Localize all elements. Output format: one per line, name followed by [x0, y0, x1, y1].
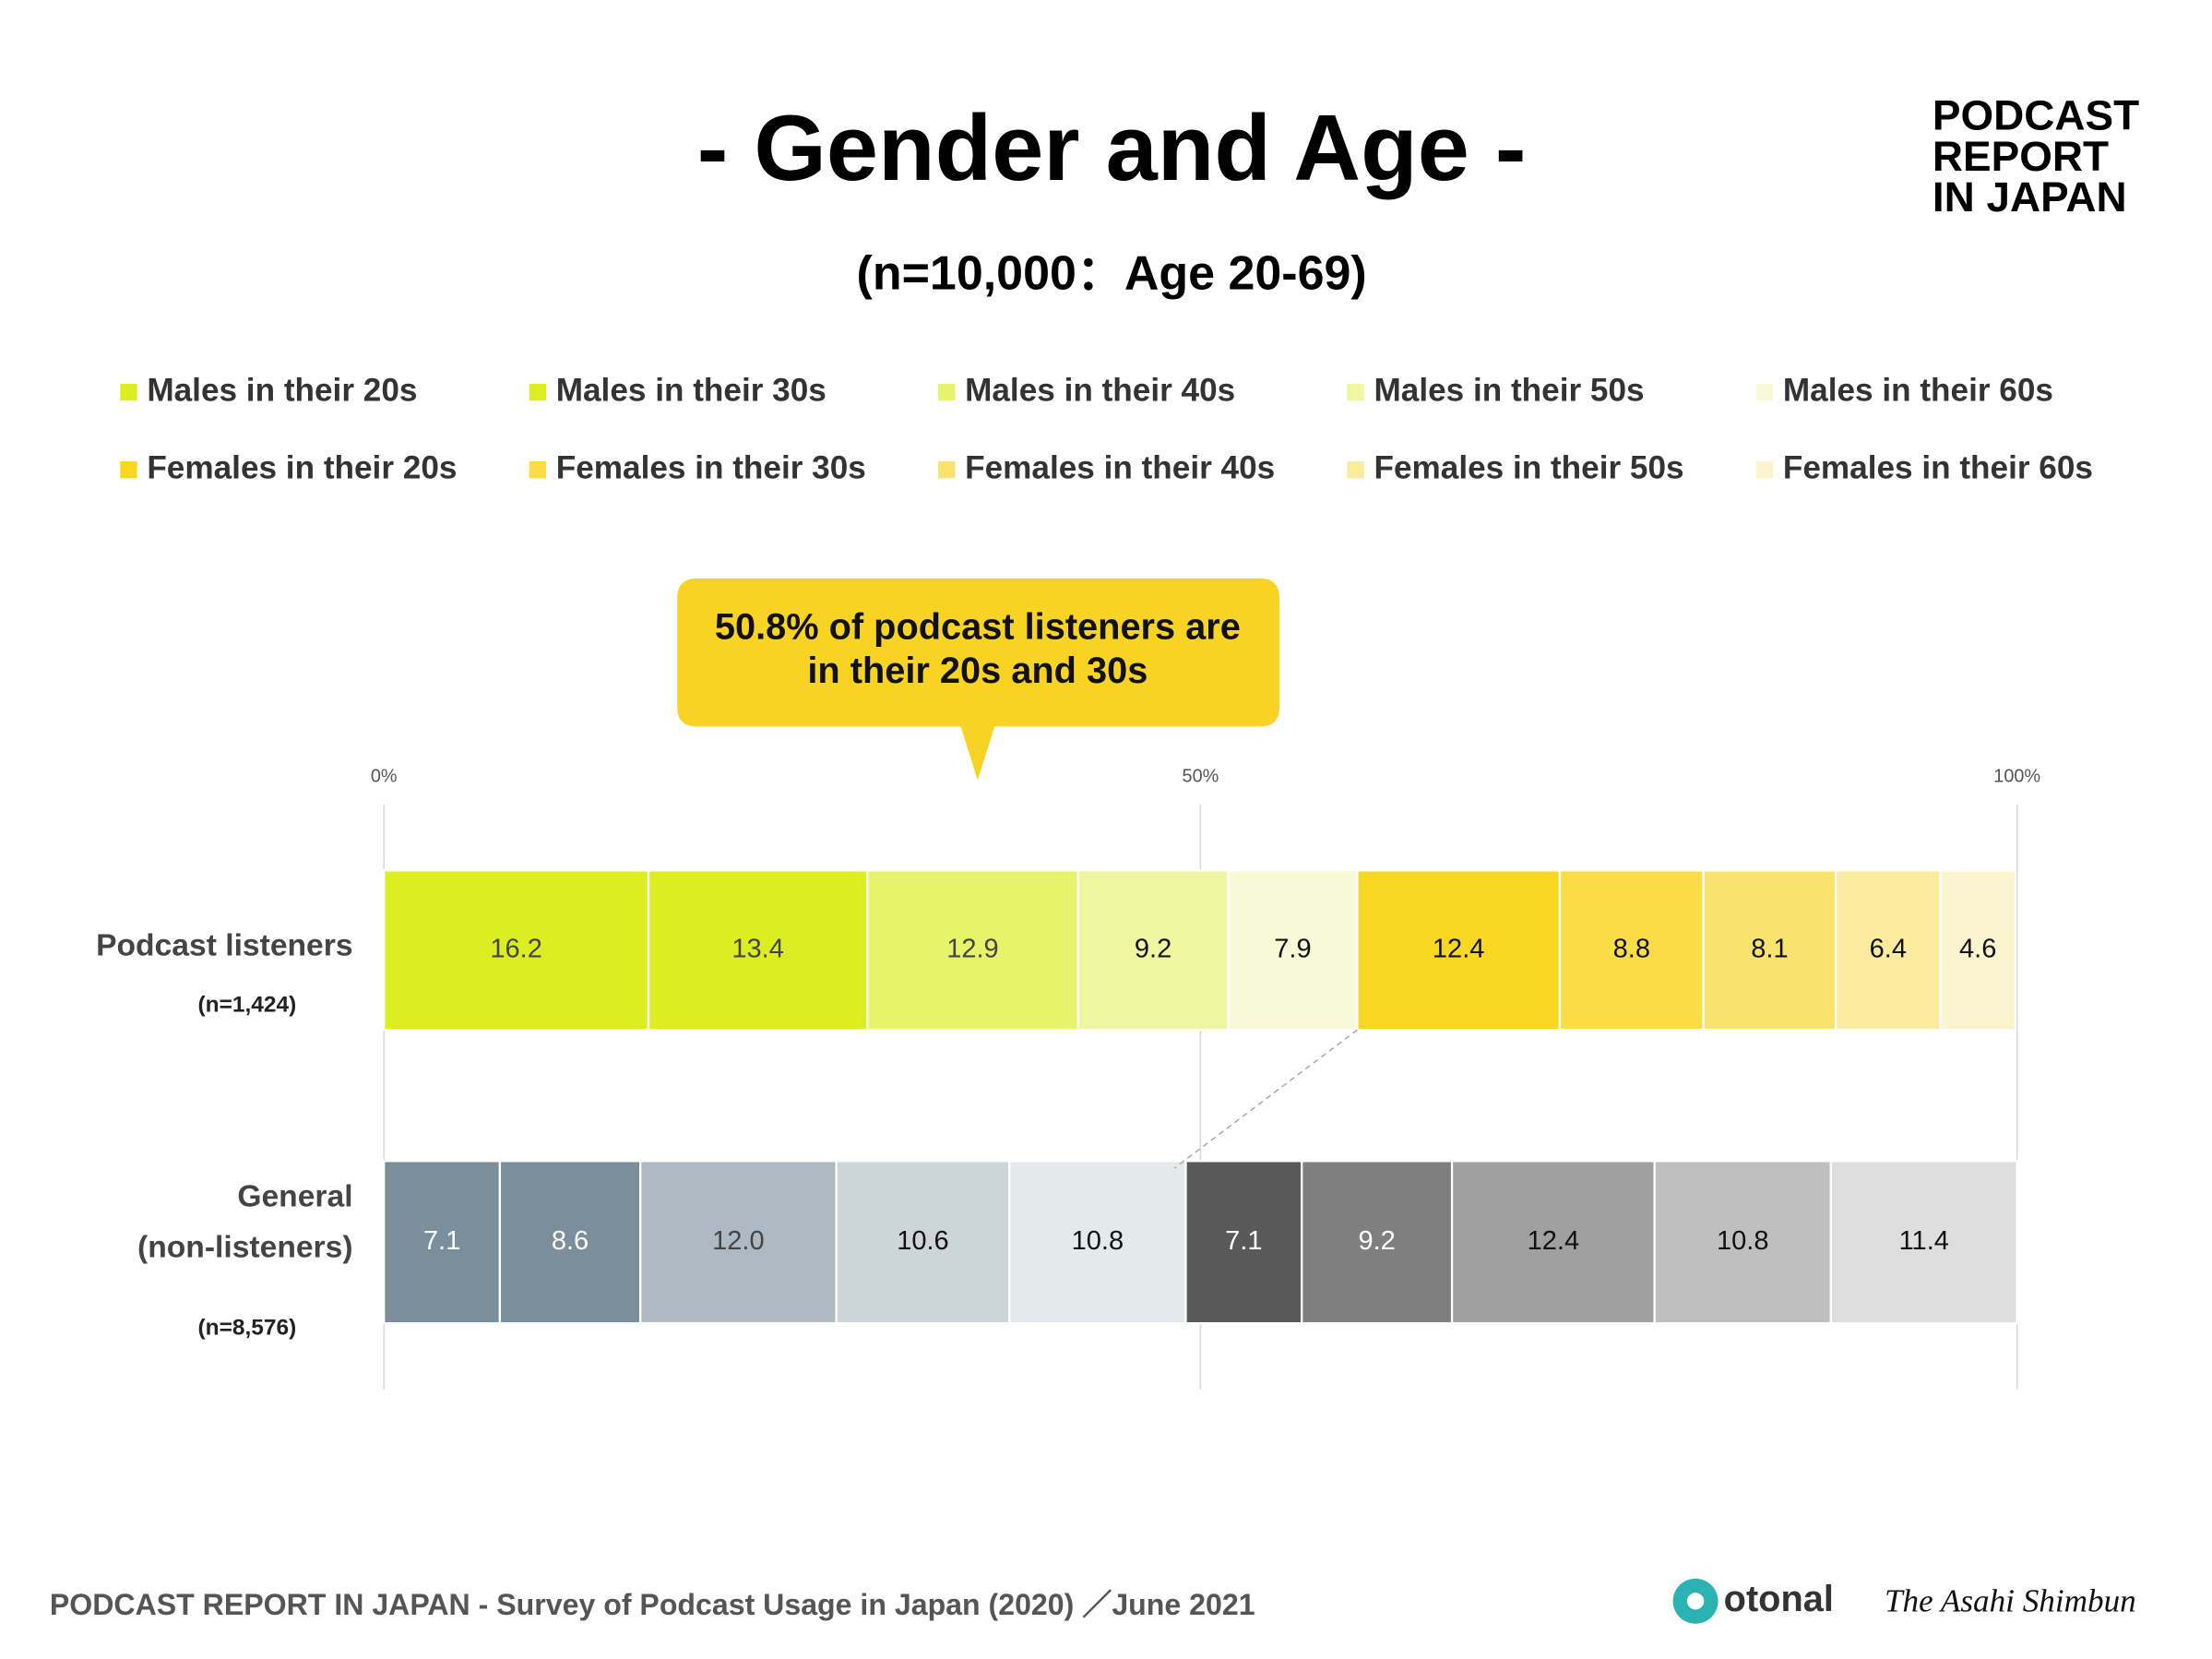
legend-swatch — [529, 460, 547, 479]
legend-label: Males in their 30s — [556, 372, 827, 408]
x-tick-label: 50% — [1183, 767, 1219, 787]
annotation: in their 20s and 30s — [807, 650, 1148, 691]
bar-segment — [1184, 1160, 1303, 1325]
chart-title: - Gender and Age - — [697, 97, 1527, 200]
bar-segment — [1835, 869, 1942, 1032]
value-label: 12.4 — [1433, 934, 1485, 963]
legend-swatch — [120, 460, 137, 479]
chart-subtitle: (n=10,000：Age 20-69) — [857, 246, 1367, 300]
brand: REPORT — [1933, 132, 2109, 180]
connector — [1173, 1029, 1358, 1169]
legend-swatch — [120, 383, 137, 401]
value-label: 9.2 — [1135, 934, 1171, 963]
legend-swatch — [1347, 383, 1364, 401]
y-tick-label: (non-listeners) — [137, 1231, 353, 1265]
category-note: (n=8,576) — [198, 1316, 297, 1341]
bar-segment — [1356, 869, 1562, 1032]
value-label: 10.6 — [897, 1226, 949, 1256]
category-note: (n=1,424) — [198, 993, 297, 1018]
bar-segment — [1558, 869, 1705, 1032]
legend-label: Females in their 20s — [147, 449, 457, 485]
legend-label: Females in their 50s — [1374, 449, 1683, 485]
bar-segment — [1829, 1160, 2018, 1325]
value-label: 8.6 — [552, 1226, 589, 1256]
legend-label: Males in their 60s — [1783, 372, 2053, 408]
value-label: 8.8 — [1613, 934, 1650, 963]
value-label: 7.9 — [1274, 934, 1311, 963]
legend-swatch — [938, 383, 956, 401]
legend-label: Males in their 50s — [1374, 372, 1644, 408]
bar-segment — [866, 869, 1079, 1032]
bar-segment — [1702, 869, 1837, 1032]
value-label: 12.0 — [712, 1226, 765, 1256]
value-label: 10.8 — [1717, 1226, 1769, 1256]
legend-label: Males in their 20s — [147, 372, 417, 408]
y-tick-label: Podcast listeners — [96, 929, 352, 963]
brand: IN JAPAN — [1933, 173, 2127, 221]
x-tick-label: 0% — [371, 767, 398, 787]
legend-label: Females in their 60s — [1783, 449, 2093, 485]
bar-segment — [647, 869, 869, 1032]
y-tick-label: General — [237, 1180, 352, 1214]
logo: otonal — [1724, 1579, 1834, 1619]
bar-segment — [498, 1160, 642, 1325]
otonal-icon — [1686, 1593, 1705, 1610]
value-label: 11.4 — [1899, 1226, 1949, 1256]
value-label: 8.1 — [1751, 934, 1788, 963]
value-label: 12.4 — [1528, 1226, 1580, 1256]
value-label: 9.2 — [1358, 1226, 1395, 1256]
bar-segment — [383, 1160, 502, 1325]
bar-segment — [1227, 869, 1359, 1032]
annotation: 50.8% of podcast listeners are — [715, 606, 1241, 647]
legend-swatch — [1347, 460, 1364, 479]
legend-label: Males in their 40s — [965, 372, 1235, 408]
value-label: 6.4 — [1870, 934, 1907, 963]
x-tick-label: 100% — [1993, 767, 2040, 787]
callout — [677, 578, 1280, 781]
value-label: 4.6 — [1959, 934, 1996, 963]
legend-swatch — [938, 460, 956, 479]
bar-segment — [1076, 869, 1230, 1032]
value-label: 7.1 — [423, 1226, 460, 1256]
value-label: 10.8 — [1072, 1226, 1124, 1256]
legend-swatch — [1755, 460, 1774, 479]
footer: PODCAST REPORT IN JAPAN - Survey of Podc… — [50, 1588, 1255, 1621]
value-label: 13.4 — [731, 934, 784, 963]
bar-segment — [1939, 869, 2017, 1032]
value-label: 7.1 — [1225, 1226, 1262, 1256]
legend-swatch — [529, 383, 547, 401]
bar-segment — [1008, 1160, 1187, 1325]
logo: The Asahi Shimbun — [1885, 1582, 2136, 1618]
bar-segment — [1653, 1160, 1832, 1325]
legend-label: Females in their 30s — [556, 449, 866, 485]
value-label: 16.2 — [490, 934, 542, 963]
legend-swatch — [1755, 383, 1774, 401]
brand: PODCAST — [1933, 91, 2139, 139]
value-label: 12.9 — [946, 934, 999, 963]
legend-label: Females in their 40s — [965, 449, 1275, 485]
